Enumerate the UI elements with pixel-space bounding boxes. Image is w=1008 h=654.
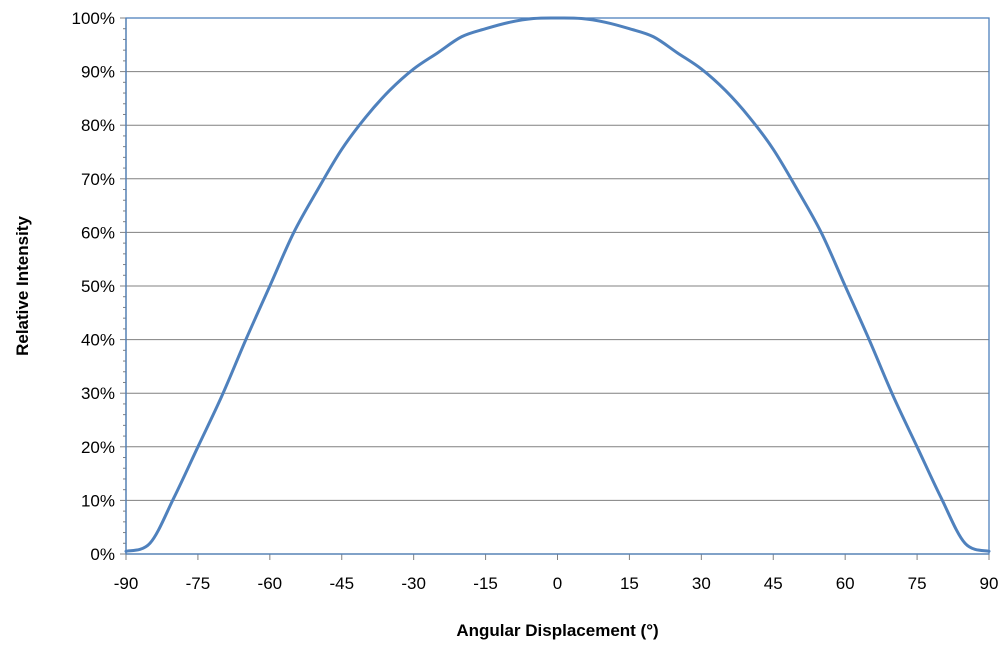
y-tick-label: 10%: [81, 491, 115, 510]
y-tick-label: 50%: [81, 277, 115, 296]
x-tick-label: -75: [186, 574, 211, 593]
x-tick-label: -30: [401, 574, 426, 593]
y-tick-label: 40%: [81, 331, 115, 350]
series-line: [124, 16, 991, 553]
y-tick-label: 80%: [81, 116, 115, 135]
x-tick-label: -15: [473, 574, 498, 593]
y-tick-label: 0%: [90, 545, 115, 564]
x-tick-label: 0: [553, 574, 562, 593]
x-tick-label: 60: [836, 574, 855, 593]
y-tick-label: 70%: [81, 170, 115, 189]
y-tick-label: 60%: [81, 223, 115, 242]
x-tick-labels: -90 -75 -60 -45 -30 -15 0 15 30 45 60 75 90: [114, 574, 999, 593]
plot-area-border: [125, 17, 990, 555]
series-layer: [124, 16, 991, 553]
y-tick-label: 30%: [81, 384, 115, 403]
y-tick-label: 100%: [72, 9, 115, 28]
x-axis-title: Angular Displacement (°): [456, 621, 658, 640]
x-tick-label: 15: [620, 574, 639, 593]
y-tick-label: 90%: [81, 63, 115, 82]
x-tick-label: -90: [114, 574, 139, 593]
y-tick-label: 20%: [81, 438, 115, 457]
x-tick-label: -45: [329, 574, 354, 593]
x-tick-label: 30: [692, 574, 711, 593]
y-tick-labels: 0% 10% 20% 30% 40% 50% 60% 70% 80% 90% 100%: [72, 9, 115, 564]
x-tick-label: 45: [764, 574, 783, 593]
y-axis-title: Relative Intensity: [13, 216, 32, 356]
gridlines: [126, 17, 989, 501]
axes: [120, 17, 990, 560]
x-tick-label: 75: [908, 574, 927, 593]
x-tick-label: -60: [258, 574, 283, 593]
x-tick-label: 90: [980, 574, 999, 593]
